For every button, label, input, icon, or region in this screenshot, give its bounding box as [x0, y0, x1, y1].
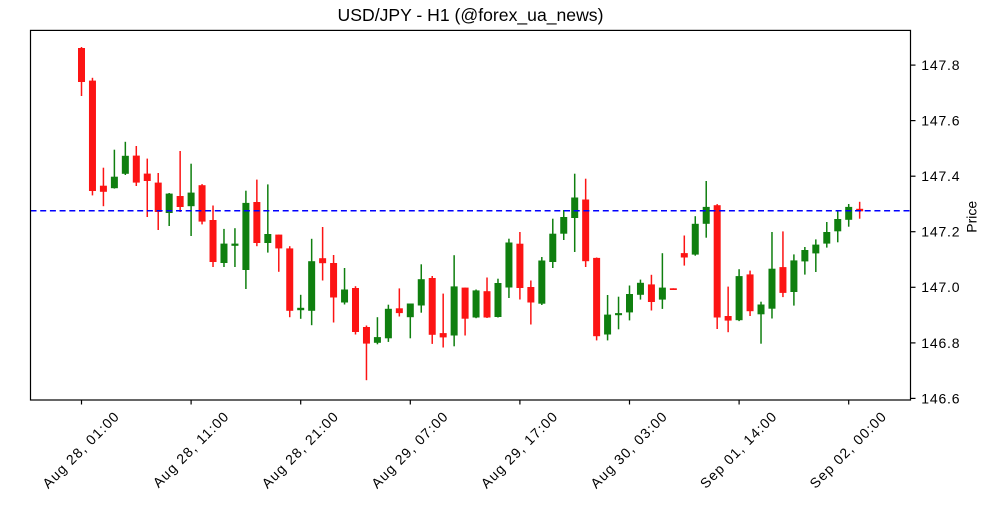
svg-text:146.8: 146.8 [921, 335, 960, 351]
svg-text:147.6: 147.6 [921, 113, 960, 129]
svg-text:147.4: 147.4 [921, 168, 960, 184]
svg-text:147.0: 147.0 [921, 279, 960, 295]
svg-text:147.2: 147.2 [921, 224, 960, 240]
svg-text:147.8: 147.8 [921, 57, 960, 73]
svg-text:USD/JPY - H1 (@forex_ua_news): USD/JPY - H1 (@forex_ua_news) [338, 5, 604, 26]
svg-text:146.6: 146.6 [921, 390, 960, 406]
svg-text:Price: Price [964, 201, 980, 233]
